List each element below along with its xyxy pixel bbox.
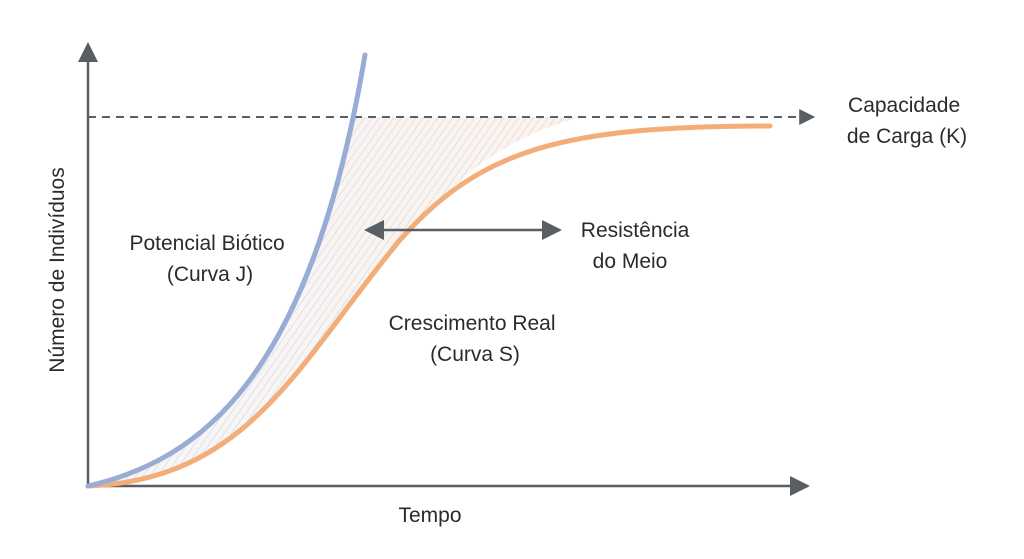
resistance-hatch xyxy=(88,117,580,486)
label-line: Crescimento Real xyxy=(389,312,556,335)
label-line: Capacidade xyxy=(848,94,960,117)
label-line: Potencial Biótico xyxy=(129,232,284,255)
s-curve-label: Crescimento Real (Curva S) xyxy=(389,312,562,366)
resistance-label: Resistência do Meio xyxy=(581,219,695,273)
label-line: Resistência xyxy=(581,219,690,242)
x-axis-label: Tempo xyxy=(398,504,461,527)
j-curve-label: Potencial Biótico (Curva J) xyxy=(129,232,290,286)
j-curve xyxy=(85,52,368,489)
label-line: do Meio xyxy=(593,250,668,273)
label-line: (Curva S) xyxy=(430,343,520,366)
s-curve xyxy=(85,123,773,489)
label-line: (Curva J) xyxy=(167,263,253,286)
y-axis-label: Número de Indivíduos xyxy=(46,167,69,372)
capacity-label: Capacidade de Carga (K) xyxy=(847,94,967,148)
label-line: de Carga (K) xyxy=(847,125,967,148)
